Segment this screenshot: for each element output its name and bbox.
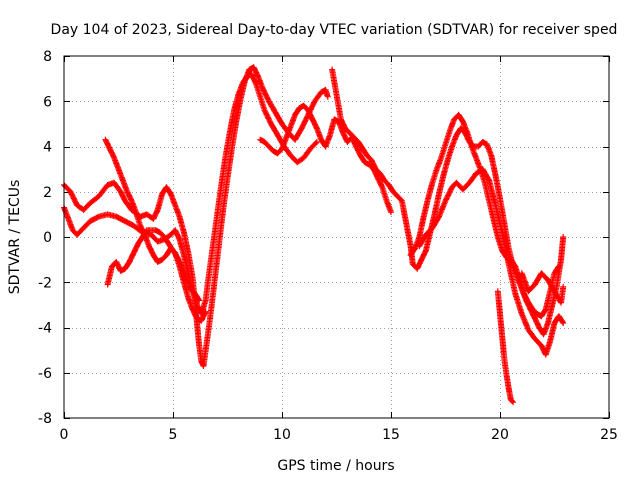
- y-tick-label: 8: [43, 49, 52, 65]
- data-markers: [416, 166, 567, 358]
- x-tick-label: 0: [60, 427, 69, 443]
- data-markers: [104, 227, 203, 304]
- tick-labels: 0 5 10 15 20 25 -8 -6 -4 -2 0 2 4 6 8: [38, 49, 618, 443]
- x-tick-label: 20: [491, 427, 509, 443]
- y-axis-label: SDTVAR / TECUs: [7, 180, 23, 295]
- x-tick-label: 25: [600, 427, 618, 443]
- y-tick-label: 6: [43, 94, 52, 110]
- x-tick-label: 15: [382, 427, 400, 443]
- x-tick-label: 5: [169, 427, 178, 443]
- plot-area: [61, 64, 567, 406]
- data-markers: [494, 288, 517, 406]
- series-track-e: [257, 102, 394, 216]
- data-markers: [407, 111, 562, 320]
- series-track-g: [407, 111, 562, 320]
- y-tick-label: -2: [38, 275, 52, 291]
- series-track-h: [416, 166, 567, 358]
- y-tick-label: -4: [38, 321, 52, 337]
- series-track-i: [494, 288, 517, 406]
- x-tick-label: 10: [273, 427, 291, 443]
- x-axis-label: GPS time / hours: [277, 458, 394, 474]
- plot-border: [63, 55, 610, 419]
- series-track-j: [518, 270, 567, 306]
- y-tick-label: -8: [38, 411, 52, 427]
- series-track-d: [104, 227, 203, 304]
- y-tick-label: 2: [43, 185, 52, 201]
- y-tick-label: 4: [43, 140, 52, 156]
- y-tick-label: 0: [43, 230, 52, 246]
- chart-title: Day 104 of 2023, Sidereal Day-to-day VTE…: [51, 22, 618, 38]
- data-markers: [257, 102, 394, 216]
- data-markers: [518, 270, 567, 306]
- y-tick-label: -6: [38, 366, 52, 382]
